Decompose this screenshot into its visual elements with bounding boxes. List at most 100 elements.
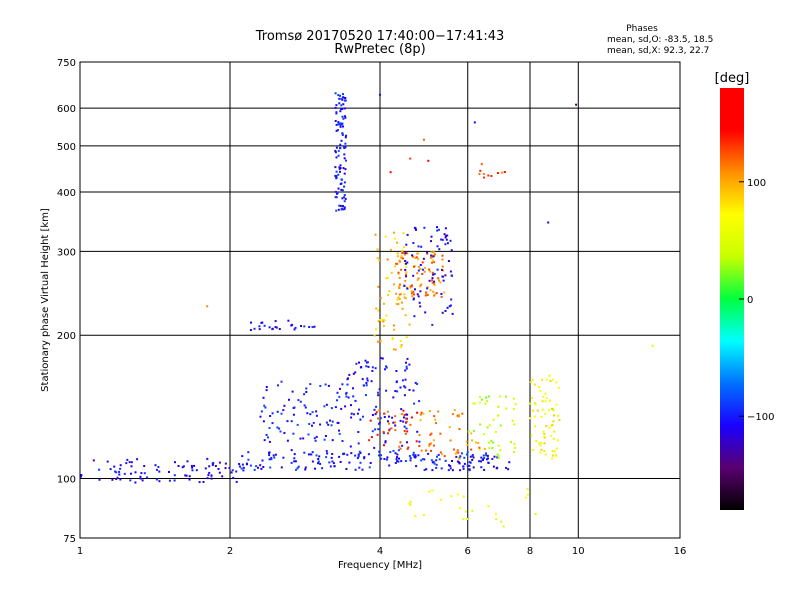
data-point [319, 462, 322, 465]
data-point [492, 441, 495, 444]
data-point [394, 424, 397, 427]
data-point [406, 233, 409, 236]
data-point [463, 456, 466, 459]
data-point [246, 463, 248, 466]
data-point [451, 460, 453, 462]
data-point [396, 262, 399, 265]
x-tick-label: 6 [465, 546, 471, 557]
data-point [357, 431, 360, 433]
data-point [552, 420, 555, 423]
data-point [464, 510, 467, 513]
data-point [468, 461, 471, 464]
data-point [202, 481, 205, 483]
data-point [395, 380, 398, 383]
data-point [387, 294, 389, 296]
x-tick-label: 10 [572, 546, 585, 557]
data-point [308, 326, 311, 328]
data-point [553, 430, 556, 433]
data-point [384, 441, 387, 444]
data-point [421, 273, 424, 275]
data-point [531, 449, 534, 451]
data-point [263, 439, 266, 442]
data-point [206, 305, 209, 308]
data-point [317, 462, 319, 465]
data-point [341, 134, 344, 136]
data-point [377, 309, 380, 312]
data-point [380, 454, 382, 457]
data-point [431, 271, 434, 274]
data-point [422, 412, 425, 415]
data-point [377, 320, 380, 323]
data-point [136, 458, 139, 461]
data-point [297, 399, 300, 402]
data-point [278, 427, 281, 430]
data-point [461, 452, 463, 455]
data-point [488, 441, 490, 444]
data-point [404, 432, 407, 435]
chart-subtitle: RwPretec (8p) [334, 42, 425, 57]
data-point [380, 457, 383, 460]
data-point [311, 460, 314, 463]
data-point [401, 301, 403, 304]
data-point [262, 466, 265, 468]
data-point [181, 466, 184, 469]
data-point [334, 406, 337, 409]
data-point [330, 424, 333, 427]
data-point [449, 439, 452, 442]
data-point [350, 412, 353, 415]
data-point [365, 361, 368, 364]
data-point [414, 454, 417, 457]
data-point [389, 451, 392, 454]
data-point [340, 104, 343, 107]
data-point [343, 147, 346, 149]
data-point [106, 460, 109, 463]
data-point [391, 416, 394, 419]
data-point [499, 424, 502, 427]
data-point [130, 465, 133, 468]
data-point [404, 369, 407, 372]
data-point [293, 460, 296, 463]
data-point [294, 326, 297, 329]
data-point [315, 454, 318, 457]
data-point [512, 397, 515, 400]
data-point [341, 122, 344, 125]
data-point [441, 258, 444, 261]
data-point [433, 294, 436, 297]
data-point [399, 441, 402, 444]
data-point [495, 431, 497, 433]
data-point [134, 481, 137, 484]
data-point [444, 243, 447, 246]
data-point [337, 154, 340, 157]
data-point [502, 525, 505, 528]
data-point [456, 460, 459, 463]
data-point [186, 460, 189, 463]
data-point [158, 480, 161, 483]
data-point [283, 404, 286, 407]
data-point [482, 459, 484, 461]
data-point [378, 422, 380, 425]
data-point [412, 297, 415, 300]
data-point [263, 324, 266, 327]
data-point [412, 451, 415, 454]
data-point [400, 344, 403, 346]
data-point [551, 408, 554, 410]
data-point [378, 450, 381, 453]
data-point [367, 365, 370, 368]
data-point [375, 328, 377, 331]
data-point [405, 262, 407, 265]
data-point [362, 415, 364, 418]
data-point [339, 110, 342, 113]
data-point [419, 290, 422, 293]
data-point [270, 456, 273, 459]
data-point [471, 454, 474, 457]
data-point [359, 461, 362, 464]
data-point [143, 465, 146, 467]
data-point [437, 277, 440, 280]
data-point [542, 395, 545, 398]
data-point [416, 430, 419, 433]
data-point [324, 435, 327, 437]
y-tick-label: 400 [57, 188, 76, 199]
data-point [297, 465, 300, 468]
data-point [462, 495, 465, 498]
data-point [540, 441, 543, 444]
